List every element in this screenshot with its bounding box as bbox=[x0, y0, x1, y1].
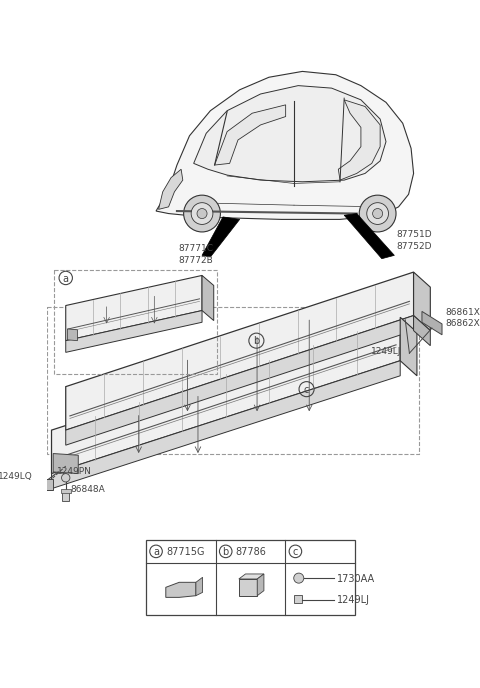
Text: 87786: 87786 bbox=[236, 547, 266, 557]
Circle shape bbox=[294, 573, 304, 583]
Circle shape bbox=[184, 195, 220, 232]
Text: a: a bbox=[153, 547, 159, 557]
Bar bbox=[60, 489, 71, 493]
Text: 87751D
87752D: 87751D 87752D bbox=[397, 230, 432, 251]
Polygon shape bbox=[158, 169, 183, 209]
Polygon shape bbox=[202, 275, 214, 321]
Polygon shape bbox=[344, 213, 395, 259]
Polygon shape bbox=[51, 361, 400, 488]
Text: 87771C
87772B: 87771C 87772B bbox=[178, 244, 213, 266]
Bar bbox=[239, 579, 257, 596]
Circle shape bbox=[359, 195, 396, 232]
Text: c: c bbox=[293, 547, 298, 557]
Circle shape bbox=[191, 203, 213, 224]
Text: 1249LJ: 1249LJ bbox=[337, 595, 370, 605]
Polygon shape bbox=[166, 582, 196, 597]
Circle shape bbox=[197, 208, 207, 219]
Text: 86861X
86862X: 86861X 86862X bbox=[445, 308, 480, 328]
Polygon shape bbox=[193, 85, 386, 182]
Polygon shape bbox=[66, 272, 414, 430]
Bar bbox=[54, 270, 217, 374]
Text: 1730AA: 1730AA bbox=[337, 574, 375, 583]
Bar bbox=[294, 595, 302, 603]
Polygon shape bbox=[36, 479, 53, 491]
Polygon shape bbox=[156, 72, 414, 219]
Polygon shape bbox=[414, 272, 430, 331]
Polygon shape bbox=[202, 217, 240, 257]
Text: a: a bbox=[63, 274, 69, 283]
Circle shape bbox=[61, 473, 70, 482]
Polygon shape bbox=[422, 312, 442, 335]
Text: 1249PN: 1249PN bbox=[58, 466, 92, 475]
Polygon shape bbox=[257, 574, 264, 596]
Text: 1249LJ: 1249LJ bbox=[371, 347, 401, 356]
Polygon shape bbox=[66, 310, 202, 352]
Circle shape bbox=[372, 208, 383, 219]
Polygon shape bbox=[53, 453, 78, 473]
Text: 86848A: 86848A bbox=[71, 485, 106, 494]
Polygon shape bbox=[414, 316, 430, 345]
Polygon shape bbox=[196, 577, 203, 596]
Polygon shape bbox=[400, 317, 417, 376]
Bar bbox=[48, 308, 420, 453]
Text: 87715G: 87715G bbox=[166, 547, 204, 557]
Polygon shape bbox=[239, 574, 264, 579]
Text: c: c bbox=[304, 385, 309, 395]
Polygon shape bbox=[66, 275, 202, 341]
Text: b: b bbox=[223, 547, 229, 557]
Text: 1249LQ: 1249LQ bbox=[0, 473, 33, 482]
Circle shape bbox=[367, 203, 388, 224]
Bar bbox=[146, 539, 355, 615]
Text: b: b bbox=[253, 336, 260, 347]
Polygon shape bbox=[67, 329, 77, 341]
Polygon shape bbox=[215, 105, 286, 165]
Polygon shape bbox=[338, 100, 380, 180]
Polygon shape bbox=[51, 317, 400, 473]
Bar bbox=[62, 491, 69, 501]
Polygon shape bbox=[66, 316, 414, 445]
